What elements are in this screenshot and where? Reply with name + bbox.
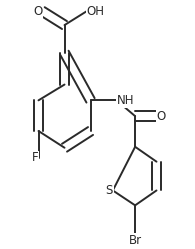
Text: NH: NH [117, 94, 134, 107]
Text: F: F [32, 151, 38, 164]
Text: OH: OH [87, 5, 105, 18]
Text: Br: Br [129, 234, 142, 247]
Text: O: O [157, 110, 166, 123]
Text: O: O [33, 5, 42, 18]
Text: S: S [105, 184, 113, 197]
